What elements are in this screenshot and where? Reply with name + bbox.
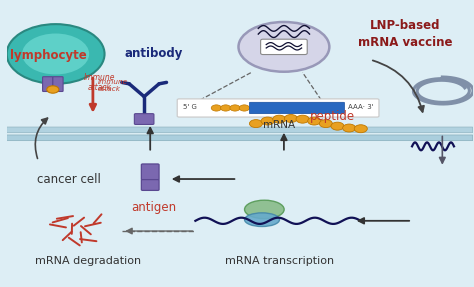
Circle shape <box>22 34 89 74</box>
FancyBboxPatch shape <box>43 77 53 92</box>
Text: lymphocyte: lymphocyte <box>10 49 87 62</box>
FancyBboxPatch shape <box>177 99 379 117</box>
FancyBboxPatch shape <box>53 77 63 92</box>
Text: mRNA transcription: mRNA transcription <box>225 257 334 266</box>
Circle shape <box>239 105 249 111</box>
FancyBboxPatch shape <box>261 39 307 55</box>
FancyBboxPatch shape <box>141 164 159 180</box>
Text: mRNA vaccine: mRNA vaccine <box>358 36 452 49</box>
Text: 5' G: 5' G <box>183 104 197 110</box>
Circle shape <box>7 24 105 84</box>
Circle shape <box>331 122 344 130</box>
Circle shape <box>230 105 240 111</box>
Circle shape <box>249 120 263 128</box>
Circle shape <box>47 86 59 93</box>
Text: mRNA: mRNA <box>263 120 295 130</box>
Text: LNP-based: LNP-based <box>370 19 440 32</box>
Ellipse shape <box>245 200 284 219</box>
FancyBboxPatch shape <box>249 102 345 114</box>
Ellipse shape <box>238 22 329 72</box>
FancyBboxPatch shape <box>7 135 473 141</box>
FancyBboxPatch shape <box>7 127 473 133</box>
Text: cancer cell: cancer cell <box>37 172 101 185</box>
Text: antigen: antigen <box>131 201 176 214</box>
Circle shape <box>273 115 286 123</box>
Text: peptide: peptide <box>310 110 356 123</box>
Circle shape <box>211 105 221 111</box>
Circle shape <box>308 117 321 125</box>
Text: Immune
attack: Immune attack <box>98 79 128 92</box>
Ellipse shape <box>245 213 280 226</box>
Text: Immune
attack: Immune attack <box>84 73 116 92</box>
Text: mRNA degradation: mRNA degradation <box>35 257 141 266</box>
Circle shape <box>220 105 231 111</box>
FancyBboxPatch shape <box>141 180 159 190</box>
Text: antibody: antibody <box>124 47 182 61</box>
Circle shape <box>319 120 332 128</box>
Circle shape <box>296 115 309 123</box>
FancyBboxPatch shape <box>134 114 154 125</box>
Text: AAA· 3': AAA· 3' <box>348 104 374 110</box>
Circle shape <box>343 124 356 132</box>
Circle shape <box>261 117 274 125</box>
Circle shape <box>284 115 297 123</box>
Circle shape <box>354 125 367 133</box>
